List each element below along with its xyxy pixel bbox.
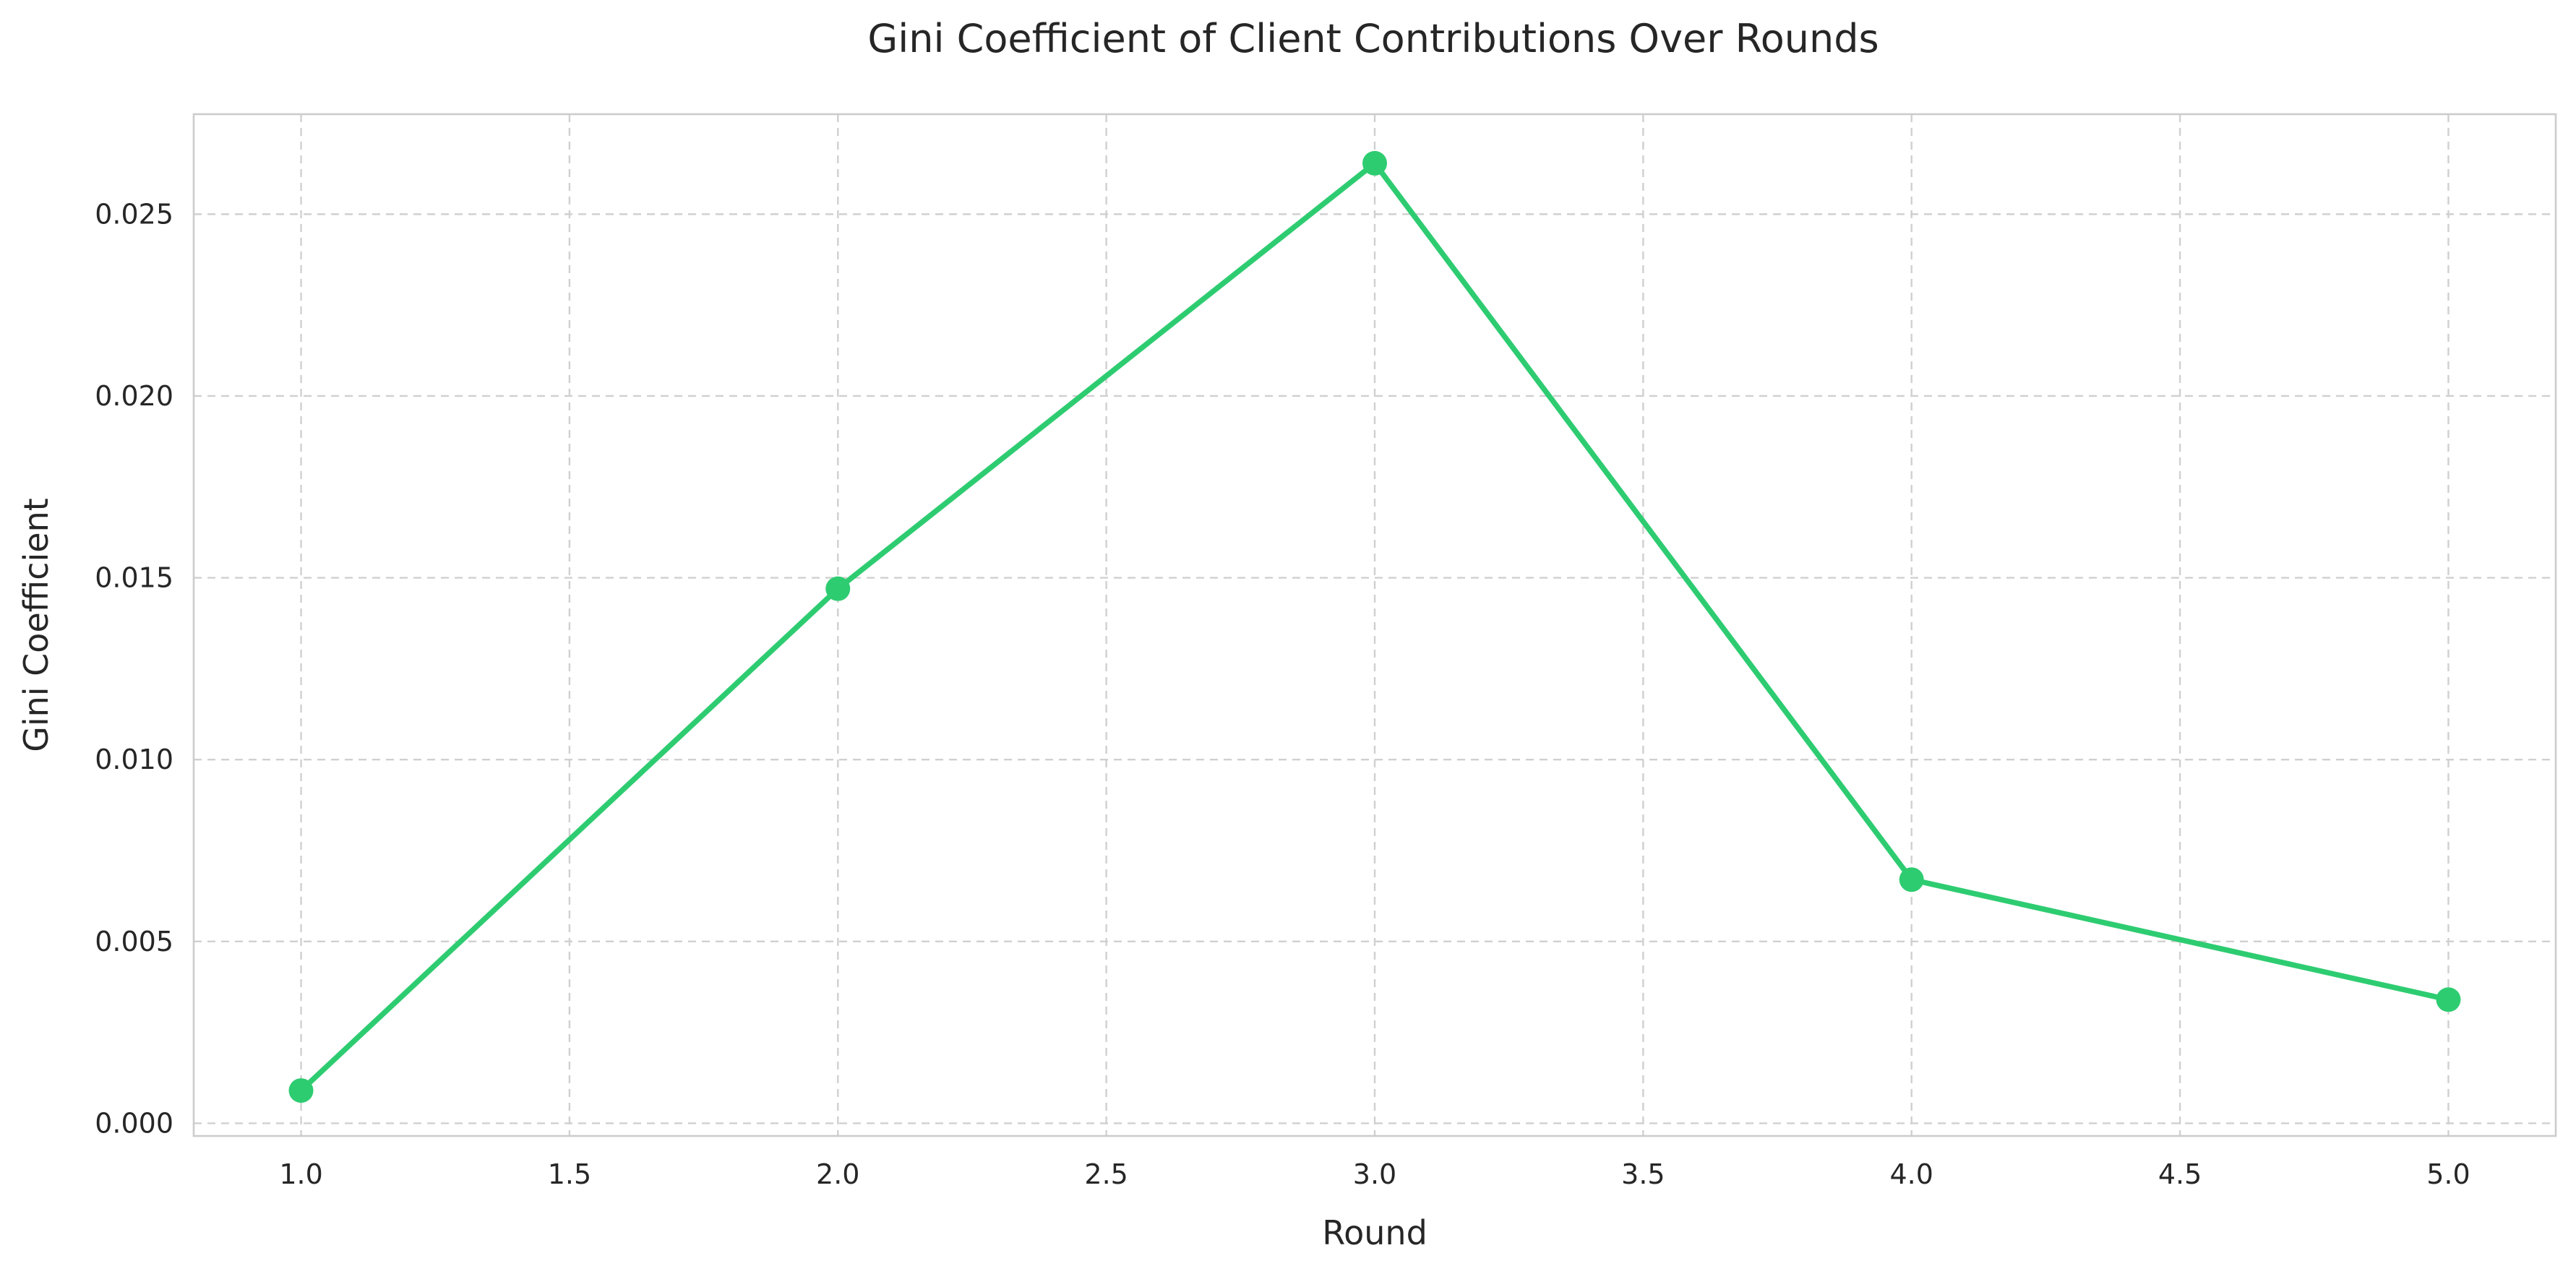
- y-tick-label: 0.020: [95, 380, 173, 412]
- grid-lines: [194, 114, 2556, 1136]
- x-tick-label: 1.5: [548, 1158, 591, 1190]
- series-layer: [288, 150, 2461, 1103]
- x-tick-label: 2.0: [816, 1158, 859, 1190]
- x-tick-label: 5.0: [2426, 1158, 2470, 1190]
- data-point: [1899, 867, 1924, 892]
- y-tick-label: 0.015: [95, 562, 173, 594]
- data-point: [825, 576, 851, 601]
- x-tick-label: 3.5: [1621, 1158, 1665, 1190]
- x-tick-label: 1.0: [279, 1158, 322, 1190]
- y-tick-label: 0.025: [95, 198, 173, 230]
- x-tick-label: 4.0: [1890, 1158, 1933, 1190]
- chart-title: Gini Coefficient of Client Contributions…: [867, 16, 1879, 61]
- y-tick-label: 0.000: [95, 1107, 173, 1139]
- x-tick-label: 3.0: [1353, 1158, 1396, 1190]
- x-tick-label: 2.5: [1084, 1158, 1128, 1190]
- data-point: [288, 1078, 314, 1103]
- y-tick-label: 0.005: [95, 926, 173, 957]
- tick-labels: 1.0 1.5 2.0 2.5 3.0 3.5 4.0 4.5 5.0 0.000 0.005 0.0…: [95, 198, 2470, 1190]
- x-tick-label: 4.5: [2158, 1158, 2202, 1190]
- y-axis-label: Gini Coefficient: [17, 498, 56, 752]
- plot-frame: [192, 113, 2557, 1137]
- x-axis-label: Round: [1322, 1213, 1427, 1252]
- data-point: [1362, 150, 1387, 176]
- y-tick-label: 0.010: [95, 744, 173, 775]
- data-point: [2436, 987, 2461, 1012]
